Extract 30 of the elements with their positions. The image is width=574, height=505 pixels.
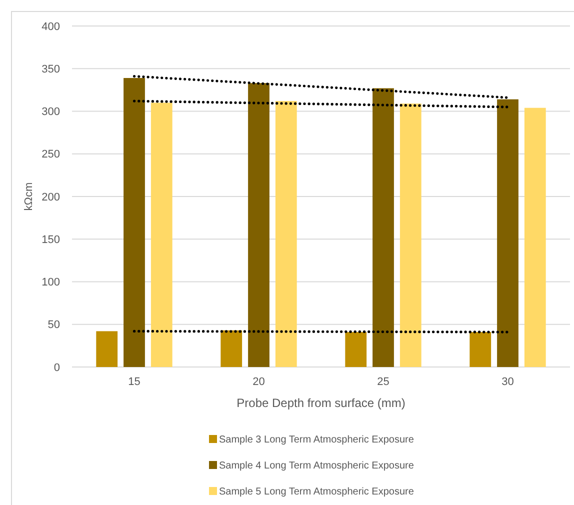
bar <box>124 78 145 367</box>
bar <box>345 332 367 367</box>
y-tick-label: 250 <box>42 148 60 161</box>
x-tick-label: 25 <box>377 376 390 388</box>
bar <box>220 330 242 367</box>
y-tick-label: 50 <box>48 319 60 332</box>
x-tick-label: 20 <box>252 376 265 388</box>
bar <box>150 102 172 367</box>
bar <box>524 108 546 367</box>
y-tick-label: 100 <box>42 276 60 289</box>
y-tick-label: 350 <box>42 63 60 76</box>
x-tick-label: 15 <box>128 376 140 388</box>
legend-label: Sample 5 Long Term Atmospheric Exposure <box>219 486 414 498</box>
y-tick-label: 150 <box>42 234 60 246</box>
legend-label: Sample 3 Long Term Atmospheric Exposure <box>219 434 414 446</box>
bar <box>248 83 270 367</box>
y-tick-label: 400 <box>42 20 60 33</box>
bar <box>372 88 394 367</box>
bar <box>96 331 118 367</box>
legend-label: Sample 4 Long Term Atmospheric Exposure <box>219 460 414 472</box>
y-tick-label: 200 <box>42 191 60 204</box>
y-tick-label: 0 <box>54 362 60 374</box>
x-axis-title: Probe Depth from surface (mm) <box>236 396 406 410</box>
x-tick-label: 30 <box>502 376 514 388</box>
bar <box>275 101 297 367</box>
y-axis-title: kΩcm <box>23 182 35 211</box>
bar <box>400 104 422 367</box>
bar <box>497 99 518 367</box>
bar <box>470 332 492 367</box>
y-tick-label: 300 <box>42 106 60 118</box>
